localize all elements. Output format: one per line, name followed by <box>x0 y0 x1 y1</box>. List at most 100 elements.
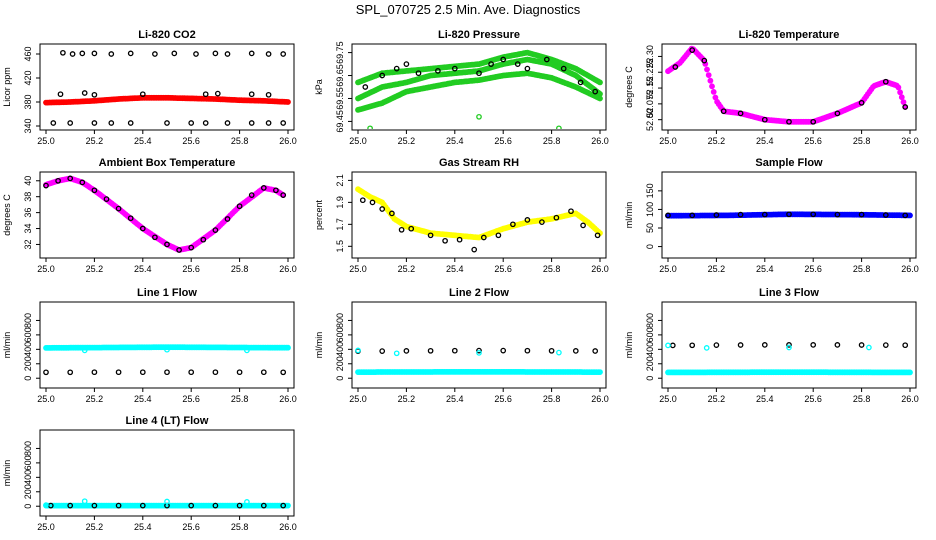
y-axis-label: kPa <box>314 79 324 95</box>
series-black-rings <box>47 502 287 509</box>
data-point <box>810 118 817 125</box>
y-tick-label: 600 <box>23 455 33 470</box>
panel-sample: Sample Flow ml/min 25.0 25.2 25.4 25.6 25.8 26.… <box>624 157 919 274</box>
series-cyan-rings <box>355 347 562 357</box>
y-tick-label: 800 <box>23 313 33 328</box>
data-point <box>476 350 482 356</box>
plot-area <box>665 342 913 376</box>
data-point <box>212 369 219 376</box>
series-cyan-dense <box>665 369 913 376</box>
panel-title: Line 3 Flow <box>759 287 819 299</box>
data-point <box>597 369 603 375</box>
data-point <box>572 348 579 354</box>
panel-line4: Line 4 (LT) Flow ml/min 25.0 25.2 25.4 25.6 25… <box>2 415 297 532</box>
data-point <box>902 212 909 219</box>
y-tick-label: 200 <box>335 356 345 371</box>
series-cyan-rings <box>665 342 872 351</box>
data-point <box>902 342 909 349</box>
data-point <box>248 192 255 198</box>
y-tick-label: 2.1 <box>335 174 345 187</box>
y-tick-label: 0 <box>335 376 345 381</box>
y-tick-label: 1.5 <box>335 240 345 253</box>
x-tick-label: 25.0 <box>659 264 677 274</box>
series-green-dense <box>355 70 603 113</box>
series-black-rings <box>665 211 909 219</box>
data-point <box>280 120 287 126</box>
panel-ambient: Ambient Box Temperature degrees C 25.0 25.2… <box>2 157 297 274</box>
plot-frame <box>351 43 607 131</box>
data-point <box>703 345 710 351</box>
x-tick-label: 25.8 <box>231 522 249 532</box>
y-tick-label: 52.15 <box>645 77 655 100</box>
data-point <box>866 344 872 351</box>
data-point <box>260 369 267 376</box>
y-axis-label: degrees C <box>2 194 12 236</box>
data-point <box>898 94 905 101</box>
data-point <box>495 232 502 239</box>
panel-title: Line 1 Flow <box>137 287 197 299</box>
data-point <box>786 344 792 351</box>
y-tick-label: 400 <box>23 470 33 485</box>
y-tick-label: 0 <box>23 504 33 509</box>
data-point <box>67 175 74 182</box>
data-point <box>882 342 889 348</box>
data-point <box>280 51 287 57</box>
data-point <box>907 212 913 219</box>
panel-title: Li-820 CO2 <box>138 29 195 41</box>
x-tick-label: 25.6 <box>494 136 512 146</box>
y-tick-label: 340 <box>23 118 33 133</box>
x-tick-label: 25.4 <box>756 136 774 146</box>
data-point <box>524 65 531 72</box>
data-point <box>451 65 458 72</box>
y-tick-label: 600 <box>335 327 345 342</box>
data-point <box>689 47 696 53</box>
data-point <box>427 347 434 354</box>
data-point <box>580 222 586 229</box>
y-tick-label: 400 <box>23 342 33 357</box>
data-point <box>67 120 74 126</box>
data-point <box>164 120 170 126</box>
data-point <box>524 347 531 354</box>
data-point <box>597 95 603 102</box>
y-tick-label: 52.30 <box>645 45 655 68</box>
x-tick-label: 25.0 <box>349 136 367 146</box>
data-point <box>91 502 98 509</box>
x-tick-label: 25.4 <box>134 522 152 532</box>
data-point <box>188 369 195 376</box>
y-tick-label: 1.9 <box>335 196 345 209</box>
plot-area <box>355 186 603 253</box>
series-magenta-dense <box>43 175 287 253</box>
plot-frame <box>661 301 917 389</box>
data-point <box>60 49 66 56</box>
data-point <box>786 118 792 125</box>
data-point <box>398 226 405 233</box>
series-red-dense <box>43 94 291 106</box>
data-point <box>260 185 267 191</box>
data-point <box>456 236 463 243</box>
data-point <box>224 216 231 222</box>
x-tick-label: 25.6 <box>182 522 200 532</box>
data-point <box>127 215 134 222</box>
panel-title: Li-820 Temperature <box>739 29 840 41</box>
data-point <box>427 232 434 239</box>
series-magenta-dense <box>665 45 909 125</box>
panel-title: Line 4 (LT) Flow <box>126 415 209 427</box>
data-point <box>701 57 708 64</box>
x-tick-label: 25.8 <box>543 264 561 274</box>
x-tick-label: 26.0 <box>591 394 609 404</box>
data-point <box>594 232 601 239</box>
data-point <box>900 99 907 105</box>
plot-frame <box>39 43 295 131</box>
x-tick-label: 25.4 <box>756 394 774 404</box>
data-point <box>67 369 74 376</box>
series-green-rings <box>367 113 562 129</box>
y-axis-label: ml/min <box>2 332 12 359</box>
series-black-rings <box>355 347 599 354</box>
y-tick-label: 32 <box>23 239 33 249</box>
data-point <box>67 502 74 509</box>
x-tick-label: 25.8 <box>231 394 249 404</box>
data-point <box>127 120 134 126</box>
y-tick-label: 150 <box>645 183 655 198</box>
y-tick-label: 52.00 <box>645 108 655 131</box>
